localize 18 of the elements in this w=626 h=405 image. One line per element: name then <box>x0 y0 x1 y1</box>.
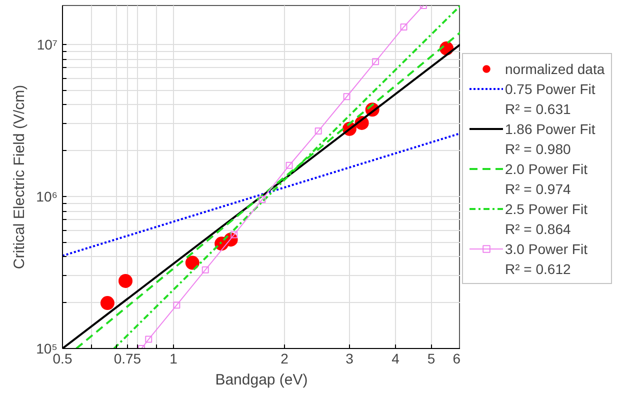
legend-label: normalized data <box>505 60 605 77</box>
legend-label: 2.5 Power Fit R² = 0.864 <box>505 200 588 237</box>
legend-label: 3.0 Power Fit R² = 0.612 <box>505 240 588 277</box>
x-tick-label: 0.5 <box>52 350 72 366</box>
x-tick-label: 5 <box>427 350 436 366</box>
x-tick-label: 1 <box>170 350 178 366</box>
x-tick-label: 6 <box>452 350 461 366</box>
x-tick-label: 4 <box>392 350 400 366</box>
x-tick-label: 2 <box>280 350 289 366</box>
x-tick-label: 3 <box>346 350 354 366</box>
y-tick-label: 10⁷ <box>36 36 58 52</box>
x-axis-title: Bandgap (eV) <box>215 372 308 388</box>
legend-label: 0.75 Power Fit R² = 0.631 <box>505 80 596 117</box>
y-tick-label: 10⁶ <box>36 188 58 204</box>
legend-label: 1.86 Power Fit R² = 0.980 <box>505 120 596 157</box>
x-tick-label: 0.75 <box>114 350 142 366</box>
y-axis-title: Critical Electric Field (V/cm) <box>11 84 28 270</box>
legend-label: 2.0 Power Fit R² = 0.974 <box>505 160 588 197</box>
